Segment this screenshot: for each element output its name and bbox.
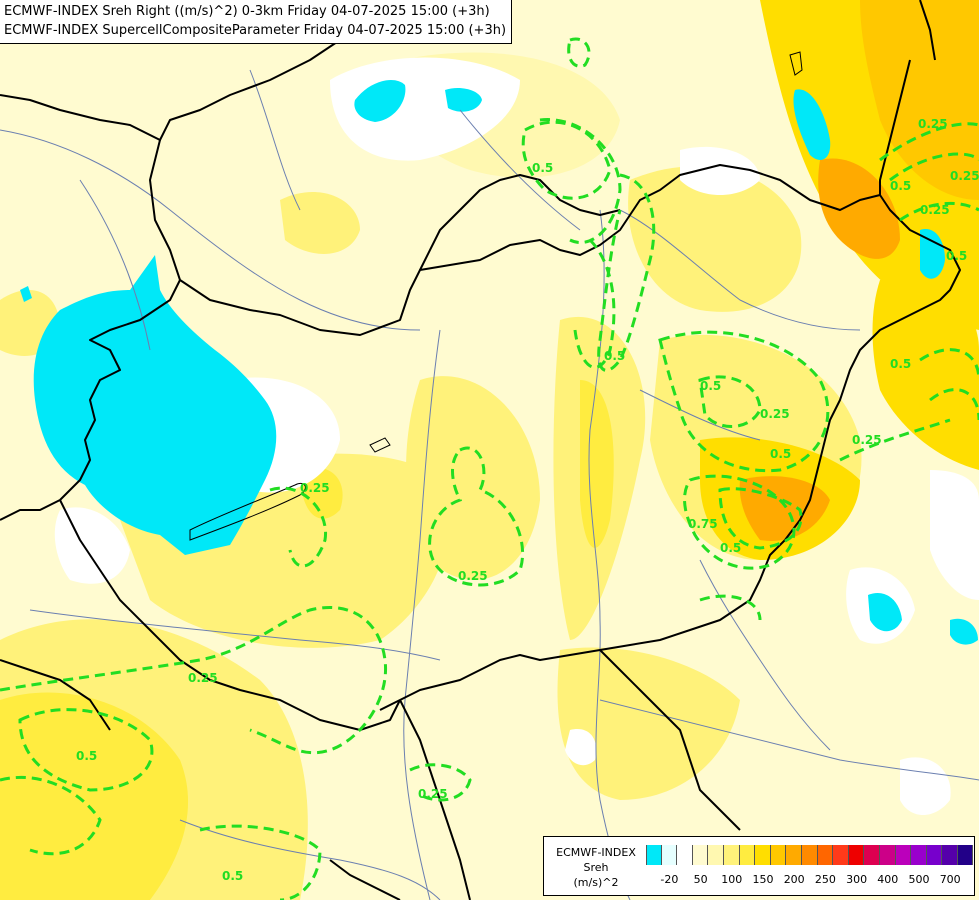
legend-swatch [957, 845, 974, 865]
legend-tick-label: 250 [814, 873, 836, 886]
legend-swatch [770, 845, 787, 865]
legend-title-line-3: (m/s)^2 [573, 876, 619, 889]
color-legend: ECMWF-INDEX Sreh (m/s)^2 -20 50 100 150 200 2… [543, 836, 975, 896]
legend-tick-label: -20 [660, 873, 679, 886]
contour-label: 0.25 [950, 169, 979, 183]
scp-contours [0, 37, 979, 900]
legend-swatches [646, 845, 974, 865]
legend-swatch [801, 845, 818, 865]
legend-swatch [833, 845, 849, 865]
header-line-2: ECMWF-INDEX SupercellCompositeParameter … [4, 23, 507, 38]
negative-sreh-cyan [20, 80, 978, 645]
contour-label: 0.25 [760, 407, 790, 421]
contour-labels: 0.25 0.5 0.25 0.5 0.25 0.5 0.5 0.5 0.25 … [76, 117, 979, 883]
legend-swatch [848, 845, 865, 865]
contour-label: 0.5 [532, 161, 553, 175]
legend-title: ECMWF-INDEX Sreh (m/s)^2 [548, 845, 644, 890]
legend-title-line-2: Sreh [583, 861, 609, 874]
lakes [189, 51, 803, 541]
legend-swatch [739, 845, 756, 865]
legend-swatch [864, 845, 880, 865]
legend-swatch [786, 845, 802, 865]
legend-swatch [646, 845, 662, 865]
legend-swatch [692, 845, 709, 865]
contour-label: 0.25 [918, 117, 948, 131]
legend-swatch [817, 845, 834, 865]
legend-swatch [661, 845, 678, 865]
legend-tick-label: 150 [752, 873, 774, 886]
legend-swatch [926, 845, 943, 865]
contour-label: 0.5 [222, 869, 243, 883]
map-header: ECMWF-INDEX Sreh Right ((m/s)^2) 0-3km F… [0, 0, 513, 44]
legend-swatch [755, 845, 771, 865]
contour-label: 0.5 [604, 349, 625, 363]
contour-label: 0.5 [946, 249, 967, 263]
legend-swatch [723, 845, 740, 865]
contour-label: 0.5 [700, 379, 721, 393]
contour-label: 0.25 [188, 671, 218, 685]
legend-swatch [708, 845, 724, 865]
legend-title-line-1: ECMWF-INDEX [556, 846, 636, 859]
legend-tick-label: 50 [693, 873, 708, 886]
contour-label: 0.5 [890, 179, 911, 193]
legend-tick-label: 300 [846, 873, 868, 886]
contour-label: 0.25 [920, 203, 950, 217]
contour-label: 0.5 [720, 541, 741, 555]
contour-label: 0.25 [852, 433, 882, 447]
contour-label: 0.5 [890, 357, 911, 371]
legend-swatch [895, 845, 912, 865]
legend-tick-label: 500 [908, 873, 930, 886]
legend-swatch [879, 845, 896, 865]
contour-label: 0.5 [76, 749, 97, 763]
legend-tick-label: 700 [939, 873, 961, 886]
legend-ticks: -20 50 100 150 200 250 300 400 500 700 [646, 873, 976, 889]
legend-swatch [677, 845, 693, 865]
legend-tick-label: 100 [721, 873, 743, 886]
header-line-1: ECMWF-INDEX Sreh Right ((m/s)^2) 0-3km F… [4, 4, 490, 19]
legend-swatch [942, 845, 958, 865]
legend-tick-label: 400 [877, 873, 899, 886]
legend-tick-label: 200 [783, 873, 805, 886]
legend-swatch [911, 845, 927, 865]
contour-label: 0.25 [300, 481, 330, 495]
contour-label: 0.25 [458, 569, 488, 583]
contour-label: 0.25 [418, 787, 448, 801]
contour-label: 0.75 [688, 517, 718, 531]
contour-label: 0.5 [770, 447, 791, 461]
